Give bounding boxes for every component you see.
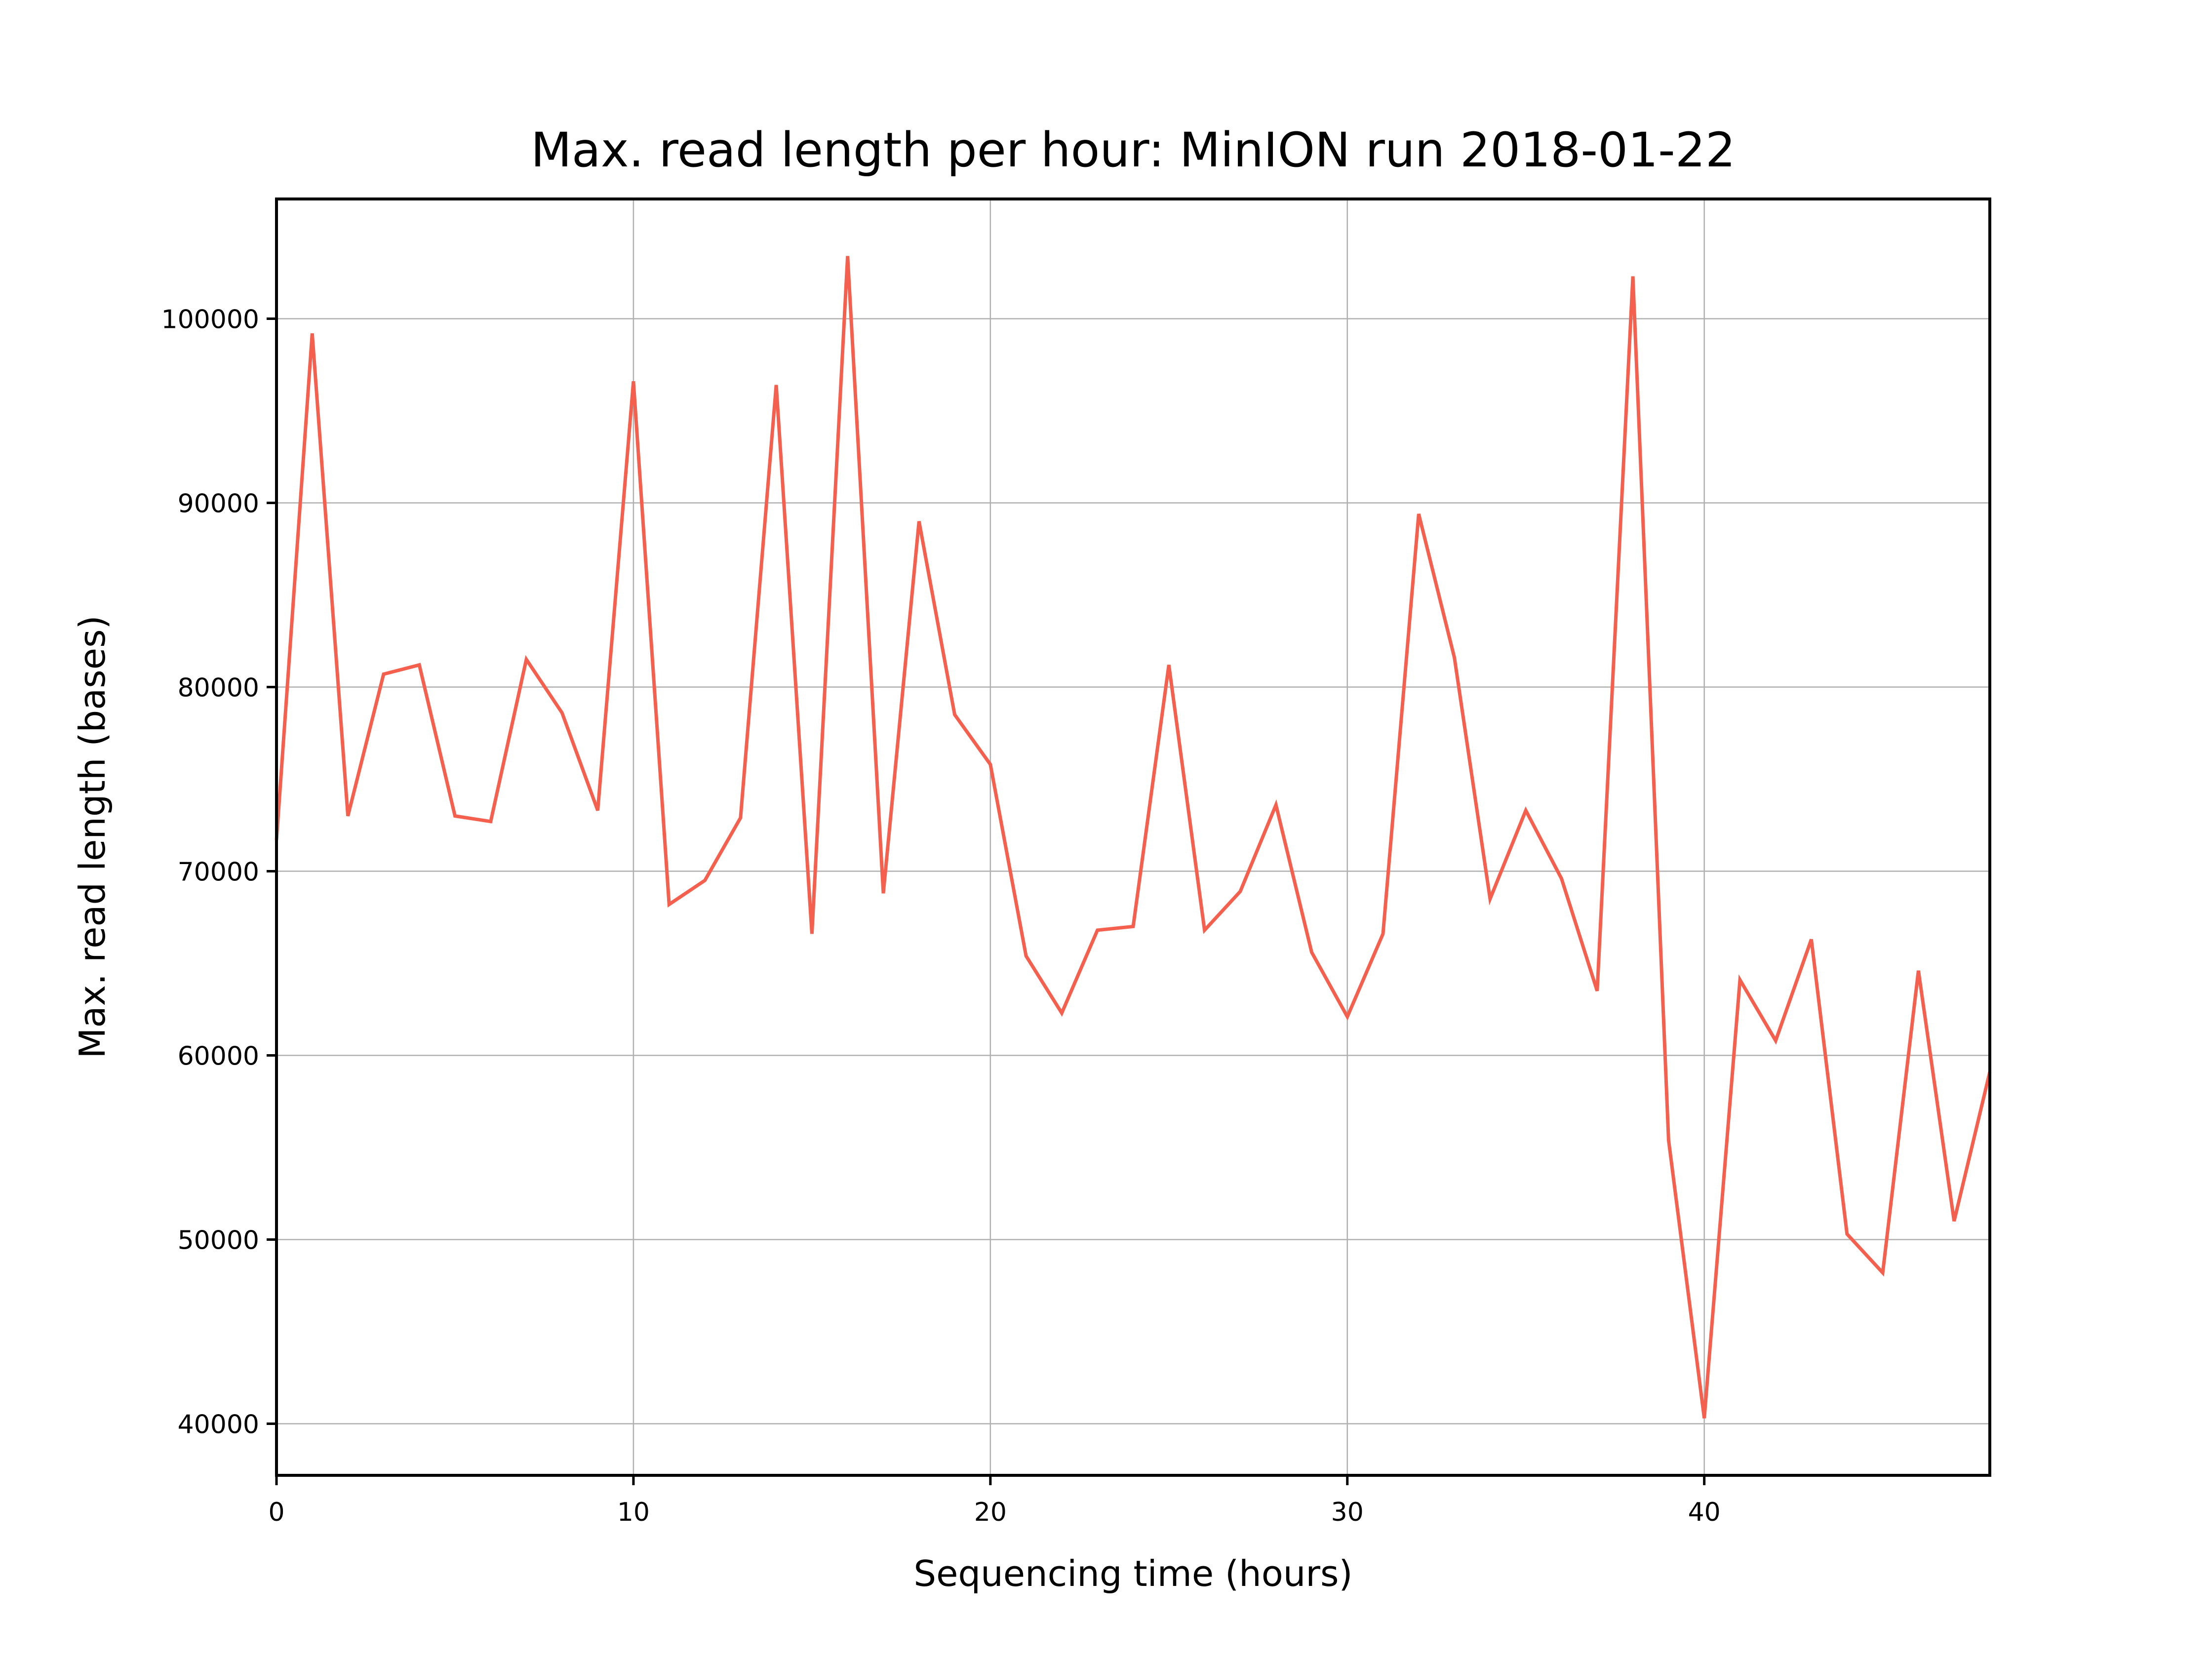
y-axis-label: Max. read length (bases): [72, 615, 113, 1058]
y-tick-label: 100000: [161, 305, 259, 334]
x-tick-label: 10: [617, 1498, 650, 1527]
x-tick-label: 30: [1331, 1498, 1364, 1527]
y-tick-label: 40000: [178, 1410, 259, 1440]
plot-frame: [275, 198, 1991, 1477]
x-tick-label: 40: [1688, 1498, 1721, 1527]
y-tick-label: 50000: [178, 1226, 259, 1256]
x-tick-label: 0: [268, 1498, 284, 1527]
series-line: [275, 256, 1992, 1419]
x-axis-label: Sequencing time (hours): [913, 1553, 1352, 1594]
y-tick-label: 80000: [178, 673, 259, 703]
x-tick-label: 20: [974, 1498, 1007, 1527]
y-tick-label: 70000: [178, 858, 259, 887]
series-layer: [275, 256, 1992, 1419]
y-tick-label: 60000: [178, 1042, 259, 1071]
gridlines: [276, 199, 1990, 1475]
ticks: 0 10 20 30 40 40000 50000 60000 70000 80000 90000 1…: [161, 305, 1720, 1527]
y-tick-label: 90000: [178, 489, 259, 518]
chart-title: Max. read length per hour: MinION run 20…: [531, 122, 1736, 178]
